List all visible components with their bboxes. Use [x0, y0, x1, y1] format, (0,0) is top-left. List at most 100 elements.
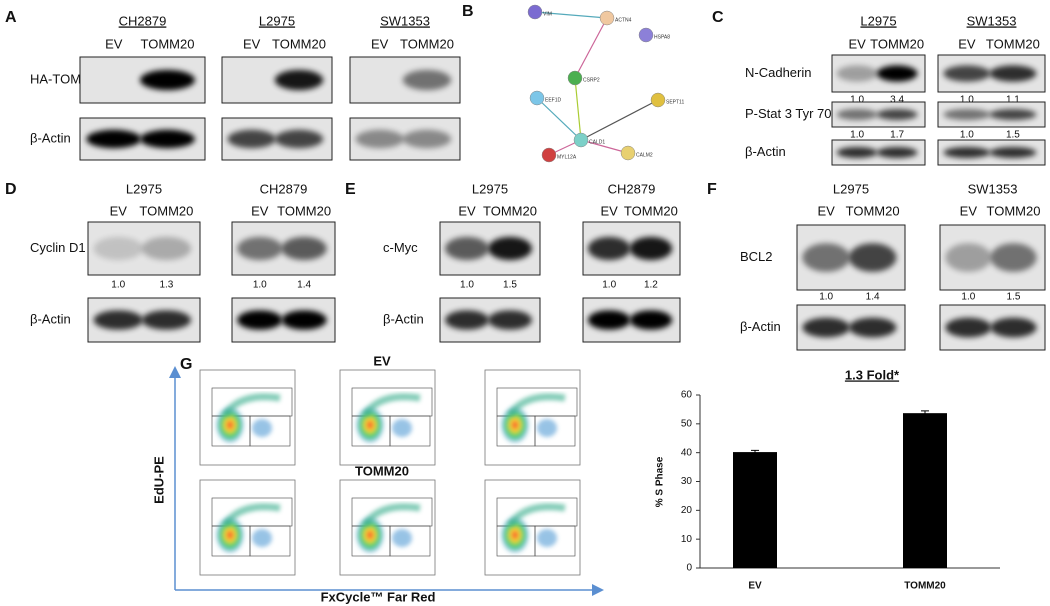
node-label: CALD1: [589, 139, 605, 145]
y-tick-label: 60: [681, 390, 693, 401]
cell-line-label: SW1353: [968, 181, 1018, 196]
flow-gate: [534, 525, 576, 557]
flow-plot: [339, 479, 436, 576]
node-label: CSRP2: [583, 77, 600, 83]
row-label: BCL2: [740, 249, 773, 264]
quantification: 1.3: [159, 280, 173, 291]
quantification: 1.0: [960, 130, 974, 141]
blot-band: [93, 236, 143, 261]
network-edge: [574, 17, 608, 79]
lane-label: EV: [251, 203, 269, 218]
quantification: 1.0: [253, 280, 267, 291]
blot-band: [281, 310, 327, 330]
quantification: 1.4: [866, 292, 880, 303]
network-edge: [580, 99, 659, 141]
quantification: 1.5: [1006, 130, 1020, 141]
flow-gate: [534, 415, 576, 447]
blot-band: [281, 236, 327, 261]
node-label: MYL12A: [557, 154, 577, 160]
panel-letter: D: [5, 181, 17, 198]
lane-label: EV: [848, 36, 866, 51]
flow-population: [537, 419, 557, 437]
y-tick-label: 0: [686, 563, 692, 574]
lane-label: TOMM20: [987, 203, 1041, 218]
blot-band: [140, 129, 195, 149]
lane-label: EV: [243, 36, 261, 51]
panel-letter: A: [5, 9, 17, 26]
blot-band: [990, 317, 1037, 338]
quantification: 1.1: [1006, 95, 1020, 106]
panel-letter: C: [712, 9, 724, 26]
blot-band: [587, 310, 631, 330]
quantification: 3.4: [890, 95, 904, 106]
node-label: VIM: [543, 11, 552, 17]
blot-band: [93, 310, 143, 330]
network-node: [529, 90, 545, 106]
flow-population: [501, 517, 529, 553]
cell-line-label: SW1353: [380, 13, 430, 28]
blot-band: [587, 236, 631, 261]
lane-label: EV: [458, 203, 476, 218]
cell-line-label: L2975: [833, 181, 869, 196]
row-label: β-Actin: [30, 311, 71, 326]
network-edge: [580, 139, 629, 154]
cell-line-label: L2975: [860, 13, 896, 28]
lane-label: TOMM20: [986, 36, 1040, 51]
y-tick-label: 20: [681, 505, 693, 516]
flow-x-label: FxCycle™ Far Red: [321, 589, 436, 604]
blot-band: [943, 65, 991, 82]
blot-band: [836, 65, 878, 82]
quantification: 1.2: [644, 280, 658, 291]
flow-population: [216, 517, 244, 553]
flow-plot: [339, 369, 436, 466]
blot-band: [989, 109, 1037, 120]
lane-label: EV: [110, 203, 128, 218]
blot-band: [488, 236, 532, 261]
row-label: N-Cadherin: [745, 65, 811, 80]
network-node: [527, 4, 543, 20]
row-label: P-Stat 3 Tyr 705: [745, 106, 839, 121]
blot-band: [836, 147, 878, 158]
blot-band: [802, 243, 850, 272]
flow-population: [501, 407, 529, 443]
blot-band: [488, 310, 532, 330]
quantification: 1.0: [850, 130, 864, 141]
flow-population: [222, 393, 281, 418]
row-label: c-Myc: [383, 240, 418, 255]
blot-band: [876, 65, 918, 82]
blot-band: [141, 310, 192, 330]
blot-band: [402, 69, 452, 91]
quantification: 1.7: [890, 130, 904, 141]
flow-population: [356, 407, 384, 443]
network-node: [599, 10, 615, 26]
quantification: 1.0: [111, 280, 125, 291]
blot-band: [237, 310, 283, 330]
flow-plot: [199, 369, 296, 466]
quantification: 1.0: [961, 292, 975, 303]
quantification: 1.4: [297, 280, 311, 291]
flow-population: [507, 393, 566, 418]
quantification: 1.0: [850, 95, 864, 106]
lane-label: EV: [817, 203, 835, 218]
network-node: [541, 147, 557, 163]
blot-band: [989, 147, 1037, 158]
y-tick-label: 30: [681, 476, 693, 487]
lane-label: TOMM20: [141, 36, 195, 51]
flow-population: [362, 393, 421, 418]
blot-band: [140, 69, 195, 91]
x-tick-label: EV: [748, 581, 762, 592]
blot-band: [355, 129, 404, 149]
panel-letter: E: [345, 181, 356, 198]
flow-population: [507, 503, 566, 528]
y-tick-label: 40: [681, 447, 693, 458]
blot-band: [629, 310, 673, 330]
cell-line-label: L2975: [472, 181, 508, 196]
network-node: [638, 27, 654, 43]
network-node: [650, 92, 666, 108]
flow-plot: [484, 369, 581, 466]
flow-population: [362, 503, 421, 528]
network-node: [573, 132, 589, 148]
lane-label: TOMM20: [846, 203, 900, 218]
blot-band: [274, 69, 324, 91]
row-label: Cyclin D1: [30, 240, 86, 255]
